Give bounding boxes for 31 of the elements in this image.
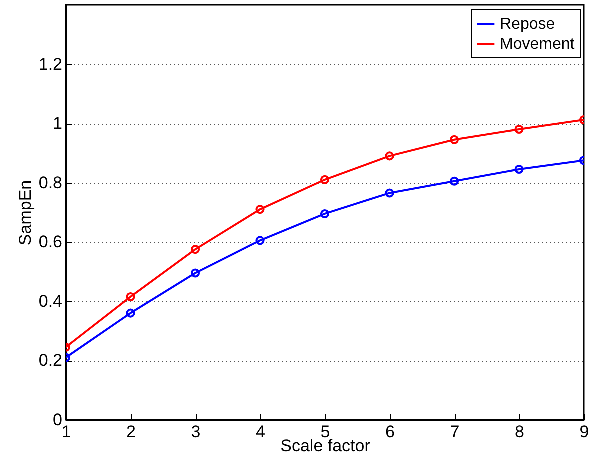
point (385, 188, 394, 198)
legend-label: Movement (500, 36, 576, 53)
x-tick-label: 9 (580, 422, 590, 442)
x-tick-label: 8 (515, 422, 524, 442)
x-tick-label: 4 (256, 422, 266, 442)
point (450, 176, 460, 186)
point (126, 308, 136, 318)
y-tick-label: 0.2 (38, 351, 62, 370)
y-tick-label: 0 (53, 410, 62, 430)
point (190, 268, 200, 278)
x-tick-label: 7 (450, 422, 460, 442)
y-tick-label: 1.2 (38, 54, 62, 74)
legend-label: Repose (500, 16, 556, 33)
point (256, 236, 265, 246)
point (126, 292, 136, 302)
point (320, 209, 330, 219)
y-tick-label: 0.6 (38, 232, 62, 252)
y-tick-label: 0.8 (38, 173, 62, 192)
point (256, 205, 265, 214)
point (450, 135, 460, 144)
point (385, 152, 394, 161)
point (320, 175, 330, 184)
y-tick-label: 1 (53, 114, 62, 134)
point (514, 124, 524, 134)
x-tick-label: 3 (191, 422, 201, 442)
x-tick-label: 2 (126, 422, 136, 442)
x-tick-label: 6 (386, 422, 395, 442)
point (514, 164, 524, 174)
point (190, 245, 200, 254)
y-axis-title: SampEn (16, 180, 35, 246)
y-tick-label: 0.4 (38, 292, 62, 311)
